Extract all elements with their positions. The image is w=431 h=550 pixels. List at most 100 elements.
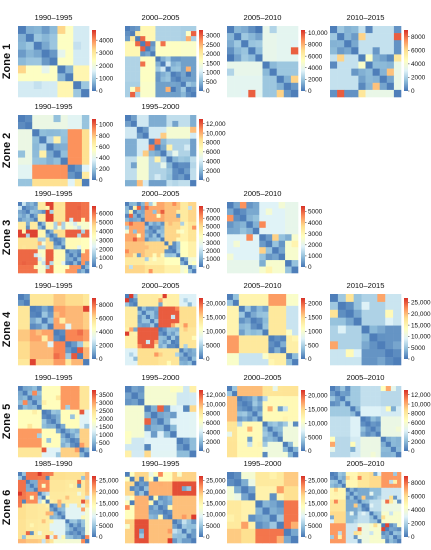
colorbar-tick-label: 4000 (99, 228, 114, 235)
heatmap-cell (167, 509, 173, 515)
heatmap-cell (18, 299, 25, 307)
heatmap-cell (267, 416, 273, 422)
heatmap-cell (150, 405, 158, 413)
heatmap-cell (361, 483, 366, 489)
heatmap-cell (41, 249, 46, 254)
heatmap-cell (180, 245, 185, 250)
heatmap-cell (134, 505, 140, 511)
heatmap-cell (247, 446, 253, 453)
heatmap-cell (380, 451, 387, 458)
heatmap-cell (165, 51, 171, 57)
colorbar (92, 476, 96, 537)
heatmap-cell (79, 452, 85, 458)
heatmap-cell (29, 503, 35, 508)
heatmap-cell (282, 396, 289, 402)
colorbar-tick-label: 10,000 (206, 328, 226, 335)
heatmap-cell (33, 81, 42, 90)
heatmap-cell (155, 86, 161, 93)
heatmap-cell (69, 257, 74, 262)
heatmap-cell (351, 89, 359, 98)
heatmap-cell (22, 423, 28, 429)
heatmap-cell (335, 416, 341, 422)
heatmap-cell (148, 229, 153, 234)
heatmap-cell (51, 400, 57, 406)
heatmap-cell (390, 396, 397, 402)
heatmap-cell (83, 294, 90, 301)
heatmap-cell (181, 505, 187, 511)
heatmap-cell (18, 115, 26, 123)
heatmap-cell (178, 180, 185, 187)
heatmap-cell (381, 479, 386, 485)
heatmap-cell (272, 266, 279, 274)
heatmap-cell (330, 386, 336, 392)
heatmap-cell (55, 419, 61, 425)
heatmap-cell (187, 314, 193, 320)
heatmap-cell (330, 539, 335, 544)
heatmap-cell (397, 491, 402, 496)
heatmap-cell (350, 421, 356, 427)
heatmap-cell (380, 426, 387, 432)
heatmap-cell (247, 406, 253, 412)
colorbar-tick-label: 2000 (99, 246, 114, 253)
heatmap-cell (166, 144, 173, 151)
heatmap-cell (380, 431, 387, 438)
heatmap-cell (357, 507, 362, 512)
heatmap-cell (144, 424, 152, 432)
heatmap-cell (257, 396, 263, 402)
heatmap-cell (36, 400, 42, 406)
heatmap-cell (83, 311, 90, 318)
heatmap-cell (18, 136, 26, 144)
heatmap-cell (136, 138, 144, 145)
heatmap-cell (84, 386, 90, 392)
heatmap-cell (143, 505, 149, 511)
heatmap-cell (21, 237, 27, 242)
heatmap-cell (377, 535, 382, 540)
heatmap-cell (280, 305, 287, 313)
heatmap-cell (397, 503, 402, 508)
heatmap-cell (65, 299, 72, 307)
heatmap-cell (29, 359, 37, 366)
heatmap-cell (33, 265, 39, 270)
heatmap-cell (330, 325, 339, 334)
heatmap-cell (53, 305, 60, 313)
panel-title: 1990–1995 (141, 459, 179, 468)
heatmap-cell (144, 392, 152, 400)
heatmap-cell (255, 89, 263, 98)
heatmap-cell (136, 180, 144, 187)
heatmap-cell (81, 237, 86, 242)
heatmap-cell (192, 225, 197, 230)
heatmap-cell (373, 503, 378, 508)
heatmap-cell (372, 61, 380, 69)
heatmap-cell (144, 209, 149, 215)
heatmap-cell (41, 257, 46, 262)
heatmap-cell (21, 472, 27, 477)
heatmap-cell (154, 356, 159, 362)
heatmap-cell (272, 431, 279, 438)
heatmap-cell (268, 323, 275, 330)
heatmap-cell (237, 386, 243, 392)
heatmap-cell (65, 253, 70, 258)
heatmap-cell (172, 120, 179, 128)
heatmap-cell (125, 91, 131, 98)
heatmap-cell (74, 143, 83, 151)
heatmap-cell (183, 348, 188, 353)
heatmap-cell (73, 539, 78, 544)
heatmap-cell (41, 317, 48, 324)
heatmap-cell (21, 515, 27, 520)
heatmap-cell (192, 261, 197, 266)
heatmap-cell (153, 519, 159, 525)
heatmap-cell (81, 143, 90, 151)
heatmap-cell (158, 298, 163, 303)
heatmap-cell (45, 265, 50, 270)
heatmap-cell (85, 475, 90, 481)
heatmap-cell (172, 205, 177, 211)
heatmap-cell (234, 486, 242, 494)
heatmap-cell (143, 495, 149, 501)
heatmap-cell (41, 475, 46, 481)
heatmap-cell (51, 395, 57, 401)
heatmap-cell (85, 503, 90, 508)
heatmap-cell (337, 475, 343, 481)
heatmap-cell (18, 265, 23, 270)
heatmap-cell (140, 61, 146, 67)
heatmap-cell (381, 527, 386, 532)
